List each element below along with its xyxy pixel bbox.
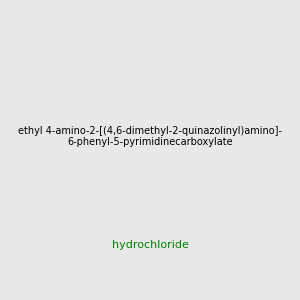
Text: ethyl 4-amino-2-[(4,6-dimethyl-2-quinazolinyl)amino]-
6-phenyl-5-pyrimidinecarbo: ethyl 4-amino-2-[(4,6-dimethyl-2-quinazo… [18, 126, 282, 147]
Text: hydrochloride: hydrochloride [112, 239, 188, 250]
